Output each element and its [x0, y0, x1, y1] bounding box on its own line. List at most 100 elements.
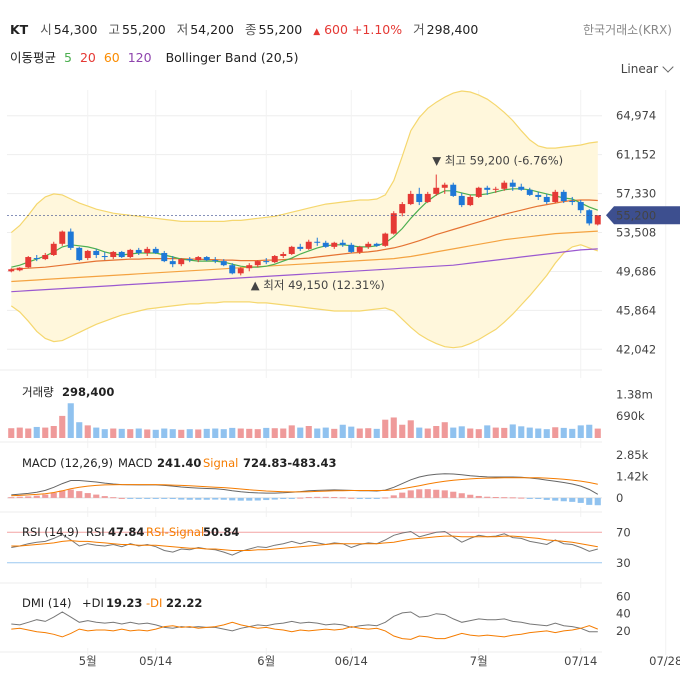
volume-bar — [8, 428, 15, 438]
macd-histogram-bar — [118, 497, 125, 499]
macd-histogram-bar — [535, 497, 542, 499]
price-axis-tick: 53,508 — [616, 226, 656, 240]
candle-body — [135, 249, 142, 253]
dmi-axis-tick: 60 — [616, 590, 631, 604]
ma-60-label: 60 — [103, 50, 120, 65]
macd-histogram-bar — [33, 495, 40, 498]
volume-bar — [144, 429, 151, 438]
macd-signal-value: 724.83-483.43 — [243, 456, 337, 470]
macd-histogram-bar — [450, 491, 457, 498]
macd-histogram-bar — [586, 497, 593, 505]
candle-body — [195, 257, 202, 261]
dmi-axis-tick: 40 — [616, 607, 631, 621]
macd-histogram-bar — [297, 497, 304, 499]
candle-body — [441, 184, 448, 188]
macd-histogram-bar — [373, 497, 380, 499]
volume-bar — [458, 426, 465, 438]
candle-body — [314, 241, 321, 243]
time-axis-tick: 05/14 — [139, 654, 172, 668]
volume-bar — [526, 427, 533, 438]
volume-bar — [280, 428, 287, 438]
macd-histogram-bar — [152, 497, 159, 499]
dmi-panel-label: DMI (14) — [22, 596, 71, 610]
macd-histogram-bar — [186, 497, 193, 500]
macd-signal-line — [11, 477, 598, 497]
macd-histogram-bar — [8, 497, 15, 499]
volume-bar — [152, 429, 159, 438]
time-axis-tick: 07/14 — [564, 654, 597, 668]
dmi-minus-label: -DI — [146, 596, 162, 610]
candle-body — [331, 242, 338, 247]
volume-bar — [127, 429, 134, 438]
macd-histogram-bar — [42, 494, 49, 498]
macd-histogram-bar — [552, 497, 559, 501]
candle-body — [390, 213, 397, 234]
macd-histogram-bar — [144, 497, 151, 499]
price-axis-tick: 42,042 — [616, 342, 656, 356]
price-axis-tick: 57,330 — [616, 187, 656, 201]
candle-body — [127, 249, 134, 258]
volume-bar — [322, 427, 329, 438]
candle-body — [25, 257, 32, 268]
candle-body — [339, 242, 346, 245]
scale-mode-dropdown[interactable]: Linear — [620, 62, 658, 76]
ma-label: 이동평균 — [10, 50, 57, 65]
time-axis-tick: 5월 — [79, 654, 97, 668]
macd-histogram-bar — [195, 497, 202, 500]
volume-panel-value: 298,400 — [62, 385, 114, 399]
candle-body — [93, 250, 100, 255]
candle-body — [416, 193, 423, 203]
high-marker-label: ▼ 최고 59,200 (-6.76%) — [432, 154, 563, 168]
current-price-label: 55,200 — [616, 208, 656, 222]
rsi-signal-label: RSI-Signal — [146, 525, 204, 539]
low-marker-label: ▲ 최저 49,150 (12.31%) — [251, 278, 385, 292]
candle-body — [288, 246, 295, 254]
candle-body — [407, 193, 414, 205]
rsi-panel-bg — [7, 517, 602, 578]
volume-bar — [314, 428, 321, 438]
exchange-label: 한국거래소(KRX) — [583, 23, 672, 37]
macd-histogram-bar — [518, 497, 525, 499]
close-value: 55,200 — [258, 22, 303, 37]
volume-bar — [178, 429, 185, 438]
macd-histogram-bar — [475, 495, 482, 498]
volume-bar — [373, 428, 380, 438]
candle-body — [594, 215, 601, 225]
candle-body — [203, 257, 210, 261]
candle-body — [382, 233, 389, 246]
candle-body — [348, 244, 355, 252]
ma120-line — [11, 248, 598, 293]
volume-bar — [492, 427, 499, 438]
volume-bar — [212, 428, 219, 438]
volume-bar — [254, 429, 261, 438]
macd-histogram-bar — [356, 497, 363, 499]
ma-120-label: 120 — [127, 50, 152, 65]
candle-body — [373, 243, 380, 246]
volume-bar — [263, 427, 270, 438]
macd-histogram-bar — [220, 497, 227, 500]
volume-bar — [84, 425, 91, 438]
macd-histogram-bar — [127, 497, 134, 499]
macd-histogram-bar — [543, 497, 550, 500]
volume-value: 298,400 — [426, 22, 479, 37]
volume-bar — [93, 427, 100, 438]
volume-bar — [501, 427, 508, 438]
candle-body — [399, 204, 406, 214]
ma60-line — [11, 230, 598, 283]
candle-body — [501, 182, 508, 189]
macd-histogram-bar — [441, 490, 448, 498]
macd-histogram-bar — [339, 497, 346, 499]
volume-bar — [220, 429, 227, 438]
macd-histogram-bar — [135, 497, 142, 499]
macd-histogram-bar — [560, 497, 567, 502]
candle-body — [569, 201, 576, 203]
macd-histogram-bar — [229, 497, 236, 501]
volume-bar — [433, 426, 440, 438]
time-axis-tick: 07/28 — [649, 654, 680, 668]
close-label: 종 — [244, 22, 257, 37]
volume-bar — [229, 427, 236, 438]
volume-bar — [161, 428, 168, 438]
volume-bar — [203, 428, 210, 438]
macd-histogram-bar — [569, 497, 576, 502]
